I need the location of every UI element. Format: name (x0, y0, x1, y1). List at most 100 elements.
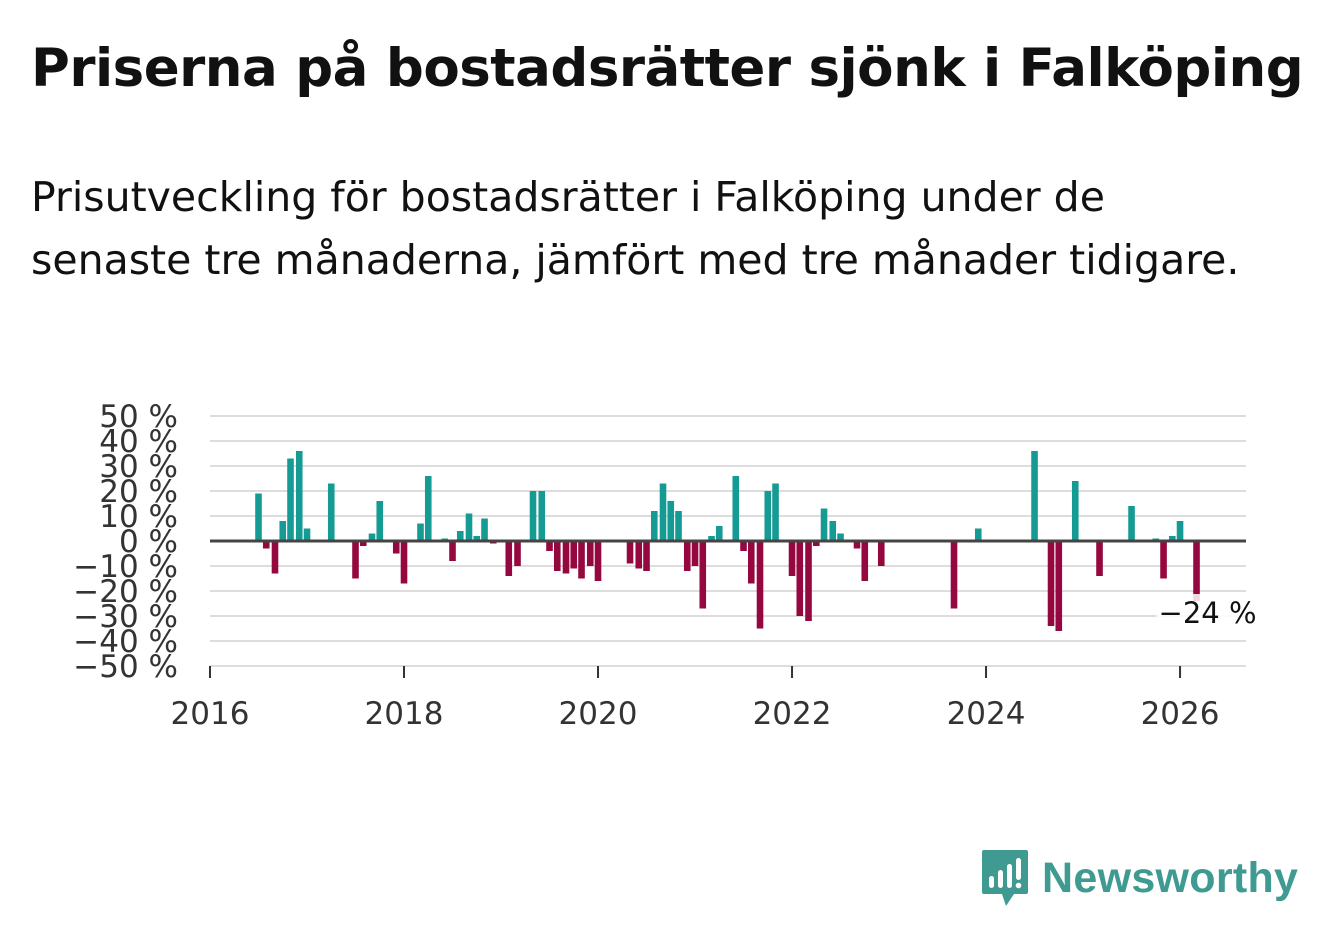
bar (708, 536, 715, 541)
brand-name: Newsworthy (1042, 853, 1299, 902)
x-tick-label: 2026 (1141, 696, 1220, 732)
bar (473, 536, 481, 541)
bar (465, 513, 473, 541)
bar (303, 528, 311, 541)
bars (255, 451, 1200, 631)
bar (546, 541, 553, 551)
bar (974, 528, 982, 541)
bar (1128, 506, 1135, 541)
bar (820, 508, 828, 541)
bar (788, 541, 796, 576)
bar (950, 541, 958, 609)
bar (691, 541, 699, 566)
chart-title: Priserna på bostadsrätter sjönk i Falköp… (31, 38, 1304, 99)
bar (699, 541, 707, 609)
bar (626, 541, 634, 564)
bar (812, 541, 820, 546)
bar (805, 541, 812, 621)
x-tick-label: 2018 (365, 696, 444, 732)
bar (853, 541, 861, 549)
y-tick-label: 10 % (99, 499, 178, 535)
bar (1096, 541, 1103, 576)
bar (675, 511, 682, 541)
bar (1168, 536, 1176, 541)
bar (449, 541, 456, 561)
bar (650, 511, 658, 541)
bar (271, 541, 279, 574)
annotation: −24 % (1156, 594, 1261, 632)
bar-chart: 50 %40 %30 %20 %10 %0 %−10 %−20 %−30 %−4… (73, 399, 1261, 732)
bar (538, 491, 546, 541)
bar (255, 493, 262, 541)
bar (877, 541, 885, 566)
bar (417, 523, 424, 541)
bar (529, 491, 537, 541)
bar (359, 541, 367, 546)
y-tick-label: 20 % (99, 474, 178, 510)
bar (327, 483, 335, 541)
bar (837, 533, 844, 541)
bar (514, 541, 521, 566)
bar (1047, 541, 1055, 626)
y-tick-label: −10 % (73, 549, 178, 585)
bar (1176, 521, 1184, 541)
y-tick-label: −20 % (73, 574, 178, 610)
bar (481, 518, 488, 541)
bar (553, 541, 561, 571)
bar (570, 541, 578, 569)
bar (659, 483, 667, 541)
bar (1055, 541, 1063, 631)
bar (456, 531, 464, 541)
bar (796, 541, 804, 616)
bar (732, 476, 740, 541)
bar (1071, 481, 1079, 541)
bar (424, 476, 432, 541)
bar (505, 541, 513, 576)
y-tick-label: 0 % (119, 524, 178, 560)
bar (683, 541, 691, 571)
bar (715, 526, 723, 541)
bar (1160, 541, 1167, 579)
bar (352, 541, 359, 579)
annotation-background (1156, 594, 1261, 632)
bar (295, 451, 303, 541)
bar (1031, 451, 1038, 541)
bar (562, 541, 570, 574)
bar (594, 541, 602, 581)
x-tick-label: 2020 (559, 696, 638, 732)
bar (740, 541, 747, 551)
newsworthy-logo: Newsworthy (980, 848, 1298, 908)
newsworthy-logo-icon (982, 850, 1028, 906)
bar (287, 458, 294, 541)
bar (262, 541, 270, 549)
bar (635, 541, 643, 569)
bar (764, 491, 772, 541)
bar (861, 541, 869, 581)
x-tick-label: 2016 (171, 696, 250, 732)
y-axis-labels: 50 %40 %30 %20 %10 %0 %−10 %−20 %−30 %−4… (73, 399, 178, 685)
y-tick-label: −40 % (73, 624, 178, 660)
bar (400, 541, 408, 584)
chart-subtitle: Prisutveckling för bostadsrätter i Falkö… (31, 173, 1240, 284)
bar (756, 541, 764, 629)
bar (667, 501, 675, 541)
bar (376, 501, 384, 541)
x-axis: 2016 2018 2020 2022 2024 2026 (171, 666, 1220, 732)
bar (643, 541, 650, 571)
y-tick-label: 40 % (99, 424, 178, 460)
y-tick-label: 30 % (99, 449, 178, 485)
bar (392, 541, 400, 554)
bar (586, 541, 594, 566)
bar (747, 541, 755, 584)
y-tick-label: 50 % (99, 399, 178, 435)
last-value-label: −24 % (1159, 596, 1257, 630)
bar (279, 521, 287, 541)
x-tick-label: 2022 (753, 696, 832, 732)
bar (829, 521, 837, 541)
bar (578, 541, 585, 579)
y-tick-label: −50 % (73, 649, 178, 685)
bar (368, 533, 376, 541)
x-tick-label: 2024 (947, 696, 1026, 732)
bar (1193, 541, 1200, 601)
bar (772, 483, 779, 541)
